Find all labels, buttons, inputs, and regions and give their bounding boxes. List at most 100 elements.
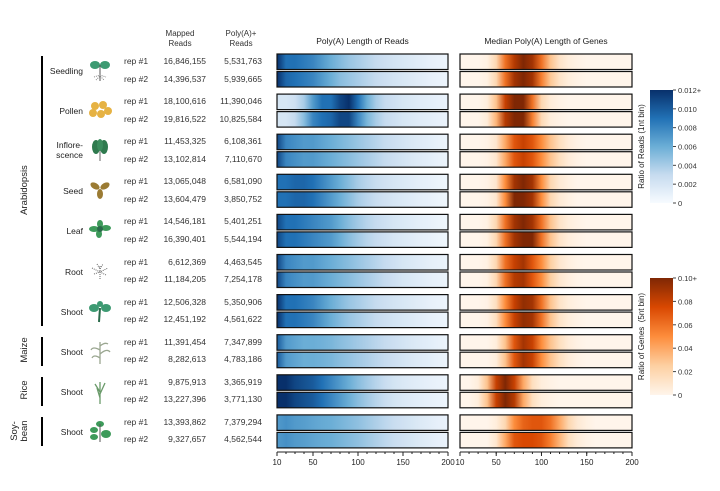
rep-label: rep #1 [124, 256, 149, 267]
genes-heatmap-bar [459, 271, 633, 289]
genes-heatmap-bar [459, 253, 633, 271]
colorbar-tick-label: 0.10+ [678, 274, 698, 283]
colorbar-tick-label: 0.004 [678, 161, 697, 170]
inflorescence-icon [88, 139, 112, 163]
reads-heatmap-bar [276, 231, 449, 248]
mapped-reads-value: 11,391,454 [164, 336, 206, 347]
genes-heatmap-bar [459, 173, 633, 191]
genes-heatmap-bar [459, 311, 633, 329]
seedling-icon [88, 59, 112, 83]
reads-tick-label: 10 [273, 458, 282, 467]
polya-reads-header: Poly(A)+ Reads [225, 29, 257, 48]
polya-reads-value: 11,390,046 [220, 96, 262, 107]
rep-label: rep #1 [124, 416, 149, 427]
mapped-reads-value: 13,102,814 [163, 153, 206, 164]
rep-label: rep #2 [124, 73, 149, 84]
species-bracket [41, 56, 43, 326]
reads-heatmap-bar [276, 271, 449, 289]
tissue-label: Shoot [60, 346, 83, 357]
colorbar-tick-label: 0.02 [678, 368, 693, 377]
species-bracket [41, 376, 43, 406]
tissue-label: Inflore-scence [56, 140, 83, 161]
mapped-reads-value: 12,451,192 [163, 314, 206, 325]
polya-reads-value: 7,254,178 [224, 274, 262, 284]
genes-heatmap-bar [459, 334, 633, 351]
mapped-reads-value: 13,227,396 [163, 394, 206, 405]
reads-heatmap-bar [276, 374, 449, 391]
tissue-label: Seedling [49, 66, 83, 76]
reads-heatmap-bar [276, 110, 449, 128]
polya-reads-value: 10,825,584 [219, 113, 262, 124]
leaf-icon [88, 219, 112, 243]
colorbar-label: Ratio of Genes (5nt bin) [637, 293, 646, 380]
reads-panel-title: Poly(A) Length of Reads [316, 36, 409, 46]
reads-heatmap-bar [276, 53, 449, 71]
reads-heatmap-bar [276, 391, 449, 409]
polya-reads-value: 7,347,899 [224, 336, 262, 347]
polya-reads-value: 6,108,361 [224, 136, 262, 147]
rep-label: rep #2 [124, 274, 149, 284]
mapped-reads-value: 11,453,325 [164, 136, 206, 147]
genes-heatmap-bar [459, 133, 633, 151]
tissue-label: Shoot [60, 306, 83, 317]
mapped-reads-value: 6,612,369 [168, 256, 206, 267]
seed-icon [88, 179, 112, 203]
tissue-label: Pollen [59, 106, 83, 117]
tissue-label: Shoot [60, 426, 83, 437]
mapped-reads-value: 12,506,328 [163, 296, 206, 307]
polya-reads-value: 3,365,919 [224, 376, 262, 387]
polya-reads-value: 5,401,251 [224, 216, 262, 227]
rep-label: rep #2 [124, 233, 149, 244]
reads-heatmap-bar [276, 414, 449, 431]
rep-label: rep #1 [124, 136, 149, 147]
shoot-icon [88, 300, 112, 324]
reads-heatmap-bar [276, 334, 449, 351]
reads-heatmap-bar [276, 351, 449, 369]
polya-reads-value: 4,783,186 [224, 354, 262, 365]
genes-tick-label: 100 [535, 458, 549, 467]
colorbar-label: Ratio of Reads (1nt bin) [637, 104, 646, 189]
genes-tick-label: 200 [625, 458, 639, 467]
genes-heatmap-bar [459, 374, 633, 391]
genes-heatmap-bar [459, 431, 633, 449]
reads-heatmap-bar [276, 294, 449, 311]
reads-colorbar [650, 90, 673, 203]
mapped-reads-value: 16,390,401 [163, 233, 206, 244]
mapped-reads-value: 13,604,479 [163, 193, 206, 204]
genes-heatmap-bar [459, 391, 633, 409]
rep-label: rep #2 [124, 354, 149, 365]
mapped-reads-value: 14,546,181 [163, 216, 206, 227]
rep-label: rep #1 [124, 176, 149, 187]
rep-label: rep #1 [124, 56, 149, 66]
rep-label: rep #1 [124, 336, 149, 347]
colorbar-tick-label: 0.006 [678, 143, 697, 152]
colorbar-tick-label: 0.04 [678, 344, 693, 353]
mapped-reads-value: 19,816,522 [163, 113, 206, 124]
reads-heatmap-bar [276, 70, 449, 88]
mapped-reads-value: 18,100,616 [163, 96, 206, 107]
maize-icon [88, 340, 112, 364]
species-bracket [41, 336, 43, 366]
polya-reads-value: 4,562,544 [224, 434, 262, 445]
polya-reads-value: 5,544,194 [224, 233, 262, 244]
reads-heatmap-bar [276, 213, 449, 231]
colorbar-tick-label: 0.010 [678, 105, 697, 114]
reads-heatmap-bar [276, 191, 449, 208]
polya-reads-value: 7,379,294 [224, 416, 262, 427]
genes-heatmap-bar [459, 351, 633, 369]
genes-heatmap-bar [459, 294, 633, 311]
polya-reads-value: 3,771,130 [224, 394, 262, 405]
rep-label: rep #2 [124, 113, 149, 124]
genes-heatmap-bar [459, 151, 633, 168]
colorbar-tick-label: 0.008 [678, 124, 697, 133]
soybean-icon [88, 420, 112, 444]
reads-tick-label: 200 [441, 458, 455, 467]
rice-icon [88, 380, 112, 404]
polya-reads-value: 3,850,752 [224, 193, 262, 204]
rep-label: rep #1 [124, 376, 149, 387]
mapped-reads-value: 8,282,613 [168, 354, 206, 365]
colorbar-tick-label: 0.002 [678, 180, 697, 189]
tissue-label: Shoot [60, 386, 83, 397]
colorbar-tick-label: 0.08 [678, 297, 693, 306]
mapped-reads-value: 13,065,048 [163, 176, 206, 187]
